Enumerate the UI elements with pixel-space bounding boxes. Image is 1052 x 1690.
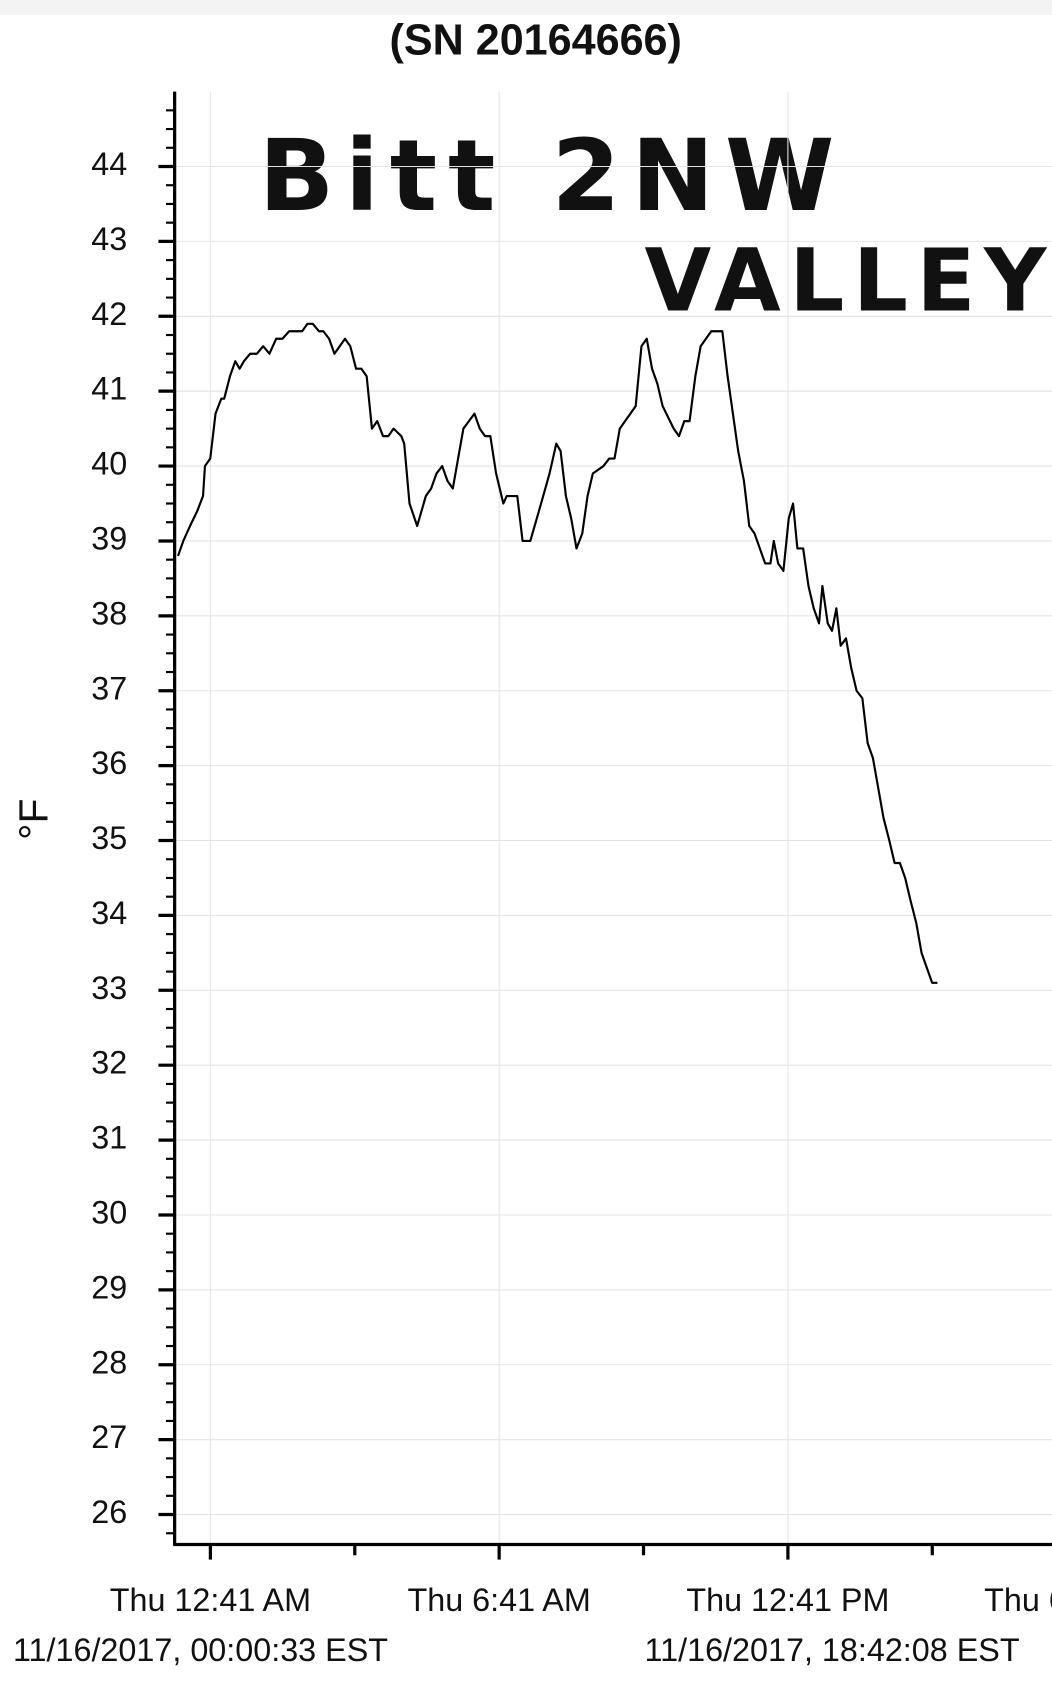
x-tick-label: Thu 6:41 PM bbox=[984, 1582, 1052, 1618]
x-tick-label: Thu 12:41 AM bbox=[110, 1582, 311, 1618]
y-tick-label: 37 bbox=[91, 670, 127, 706]
y-tick-label: 28 bbox=[91, 1344, 127, 1380]
x-tick-label: Thu 12:41 PM bbox=[686, 1582, 889, 1618]
y-tick-label: 35 bbox=[91, 820, 127, 856]
y-tick-label: 42 bbox=[91, 296, 127, 332]
y-tick-label: 41 bbox=[91, 371, 127, 407]
y-tick-label: 30 bbox=[91, 1195, 127, 1231]
chart-title: (SN 20164666) bbox=[390, 17, 682, 65]
y-tick-label: 33 bbox=[91, 970, 127, 1006]
y-tick-label: 29 bbox=[91, 1269, 127, 1305]
range-end-label: 11/16/2017, 18:42:08 EST bbox=[645, 1632, 1020, 1668]
y-tick-label: 44 bbox=[91, 146, 127, 182]
y-tick-label: 27 bbox=[91, 1419, 127, 1455]
x-tick-label: Thu 6:41 AM bbox=[407, 1582, 590, 1618]
y-tick-label: 34 bbox=[91, 895, 127, 931]
y-tick-label: 26 bbox=[91, 1494, 127, 1530]
annotation: Bitt 2NW bbox=[259, 119, 845, 234]
y-tick-label: 39 bbox=[91, 521, 127, 557]
annotation: VALLEY bbox=[645, 231, 1052, 331]
y-tick-label: 43 bbox=[91, 221, 127, 257]
y-tick-label: 38 bbox=[91, 595, 127, 631]
status-strip bbox=[0, 0, 1052, 16]
temperature-line bbox=[176, 322, 938, 984]
range-start-label: 11/16/2017, 00:00:33 EST bbox=[13, 1632, 388, 1668]
y-tick-label: 32 bbox=[91, 1045, 127, 1081]
y-tick-label: 36 bbox=[91, 745, 127, 781]
y-tick-label: 31 bbox=[91, 1120, 127, 1156]
y-tick-label: 40 bbox=[91, 446, 127, 482]
y-axis-label: °F bbox=[10, 798, 56, 839]
